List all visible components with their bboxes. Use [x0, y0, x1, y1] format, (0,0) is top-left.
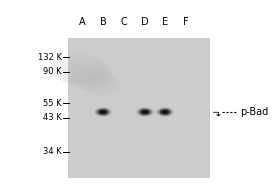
Ellipse shape — [136, 107, 154, 117]
Bar — [68, 38, 210, 178]
Ellipse shape — [159, 108, 171, 116]
Ellipse shape — [157, 108, 173, 116]
Text: E: E — [162, 17, 168, 27]
Text: B: B — [100, 17, 106, 27]
Ellipse shape — [163, 111, 167, 113]
Ellipse shape — [95, 108, 111, 116]
Text: A: A — [79, 17, 85, 27]
Ellipse shape — [143, 111, 147, 113]
Text: F: F — [183, 17, 189, 27]
Text: p-Bad: p-Bad — [240, 107, 268, 117]
Text: 55 K: 55 K — [43, 99, 62, 108]
Text: 43 K: 43 K — [43, 113, 62, 123]
Ellipse shape — [98, 109, 108, 115]
Ellipse shape — [140, 109, 150, 115]
Text: D: D — [141, 17, 149, 27]
Ellipse shape — [139, 108, 151, 116]
Text: ↲: ↲ — [212, 108, 222, 116]
Ellipse shape — [100, 110, 106, 114]
Ellipse shape — [137, 108, 153, 116]
Ellipse shape — [162, 110, 168, 114]
Ellipse shape — [94, 107, 112, 117]
Text: C: C — [121, 17, 127, 27]
Ellipse shape — [101, 111, 105, 113]
Text: 132 K: 132 K — [38, 52, 62, 62]
Ellipse shape — [160, 109, 170, 115]
Ellipse shape — [142, 110, 148, 114]
Text: 90 K: 90 K — [43, 68, 62, 76]
Ellipse shape — [97, 108, 109, 116]
Text: 34 K: 34 K — [43, 147, 62, 156]
Ellipse shape — [156, 107, 174, 117]
